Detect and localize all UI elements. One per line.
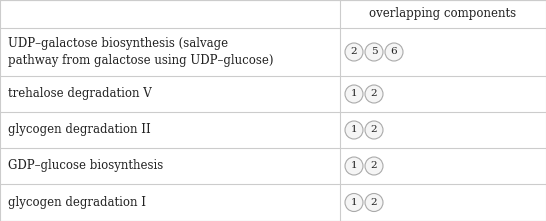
Circle shape xyxy=(345,43,363,61)
Circle shape xyxy=(345,194,363,211)
Text: 2: 2 xyxy=(371,162,377,170)
Text: 2: 2 xyxy=(371,90,377,99)
Circle shape xyxy=(365,194,383,211)
Text: glycogen degradation I: glycogen degradation I xyxy=(8,196,146,209)
Text: 1: 1 xyxy=(351,90,357,99)
Text: 5: 5 xyxy=(371,48,377,57)
Circle shape xyxy=(345,157,363,175)
Text: GDP–glucose biosynthesis: GDP–glucose biosynthesis xyxy=(8,160,163,173)
Circle shape xyxy=(345,85,363,103)
Text: 2: 2 xyxy=(371,198,377,207)
Text: 1: 1 xyxy=(351,198,357,207)
Circle shape xyxy=(385,43,403,61)
Circle shape xyxy=(365,43,383,61)
Circle shape xyxy=(365,121,383,139)
Text: 2: 2 xyxy=(351,48,357,57)
Text: 2: 2 xyxy=(371,126,377,135)
Circle shape xyxy=(365,157,383,175)
Text: trehalose degradation V: trehalose degradation V xyxy=(8,88,152,101)
Text: glycogen degradation II: glycogen degradation II xyxy=(8,124,151,137)
Text: 1: 1 xyxy=(351,162,357,170)
Text: UDP–galactose biosynthesis (salvage
pathway from galactose using UDP–glucose): UDP–galactose biosynthesis (salvage path… xyxy=(8,37,274,67)
Circle shape xyxy=(345,121,363,139)
Text: overlapping components: overlapping components xyxy=(370,8,517,21)
Text: 6: 6 xyxy=(391,48,397,57)
Circle shape xyxy=(365,85,383,103)
Text: 1: 1 xyxy=(351,126,357,135)
